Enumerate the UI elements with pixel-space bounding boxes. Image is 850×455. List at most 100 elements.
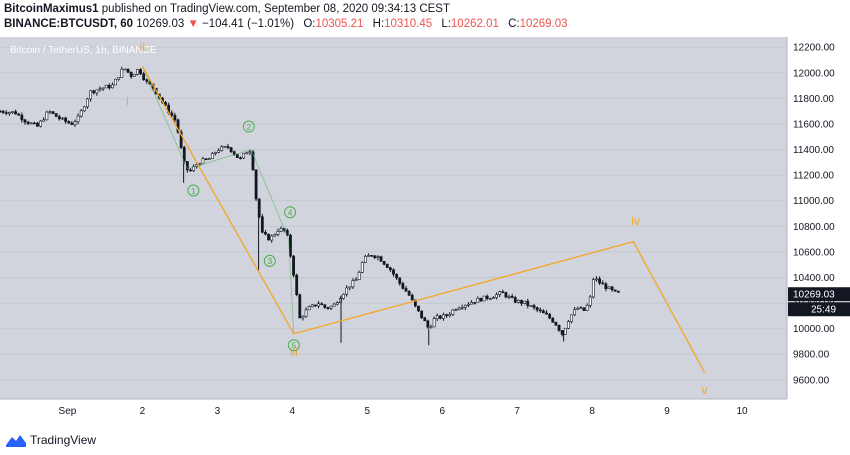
candle-body xyxy=(132,73,136,77)
candle-body xyxy=(551,317,555,323)
wave-label: i xyxy=(126,94,129,108)
candle-body xyxy=(595,278,598,281)
candle-body xyxy=(139,69,142,75)
high-label: H: xyxy=(372,18,385,30)
candle-body xyxy=(563,327,567,335)
candle-body xyxy=(376,256,380,258)
candle-body xyxy=(467,303,470,306)
candle-body xyxy=(1,110,5,113)
plot-area[interactable] xyxy=(0,37,787,399)
candle-body xyxy=(273,234,277,237)
wave-label: iii xyxy=(290,345,298,359)
candle-body xyxy=(413,299,417,307)
candle-body xyxy=(357,272,361,281)
candle-body xyxy=(76,115,80,123)
candle-body xyxy=(254,169,258,200)
candle-body xyxy=(145,79,149,82)
footer: TradingView xyxy=(6,431,96,449)
time-axis-bg[interactable] xyxy=(0,399,850,428)
candle-body xyxy=(566,321,570,329)
candle-body xyxy=(507,296,511,298)
time-axis[interactable]: Sep 2 3 4 5 6 7 8 9 10 xyxy=(0,398,850,428)
candle-body xyxy=(189,169,192,172)
price-axis-bg[interactable] xyxy=(787,37,850,399)
candle-body xyxy=(20,114,24,121)
candle-body xyxy=(276,231,280,235)
candle-body xyxy=(370,255,374,257)
publish-line: BitcoinMaximus1 published on TradingView… xyxy=(4,2,450,16)
candle-body xyxy=(214,151,217,154)
candle-body xyxy=(448,314,452,317)
x-tick-label: 6 xyxy=(439,406,445,417)
candle-body xyxy=(520,300,523,304)
candle-body xyxy=(223,146,227,148)
candle-body xyxy=(410,294,414,301)
candle-body xyxy=(51,111,55,114)
candle-body xyxy=(226,146,230,148)
candle-body xyxy=(329,305,333,309)
candle-body xyxy=(32,122,36,125)
candle-body xyxy=(26,121,30,124)
candle-body xyxy=(348,286,352,289)
candle-body xyxy=(242,152,245,159)
candle-body xyxy=(89,90,92,100)
candle-body xyxy=(513,297,517,303)
candle-body xyxy=(292,255,295,276)
candle-body xyxy=(463,304,467,308)
candle-body xyxy=(591,279,595,298)
y-tick-label: 10400.00 xyxy=(793,273,835,284)
candle-body xyxy=(39,120,42,127)
low-value: 10262.01 xyxy=(450,18,499,30)
candle-body xyxy=(204,158,208,161)
close-value: 10269.03 xyxy=(519,18,568,30)
candle-body xyxy=(86,98,89,108)
candle-body xyxy=(210,153,214,159)
candle-body xyxy=(136,69,139,75)
author-name[interactable]: BitcoinMaximus1 xyxy=(4,3,99,15)
x-tick-label: 3 xyxy=(215,406,221,417)
candle-body xyxy=(420,310,424,319)
candle-body xyxy=(7,112,11,114)
tradingview-logo-icon[interactable] xyxy=(6,433,26,447)
candle-body xyxy=(429,326,433,329)
candle-body xyxy=(407,290,411,296)
grid xyxy=(0,46,787,381)
candle-body xyxy=(126,68,130,73)
candle-body xyxy=(92,90,96,94)
candle-body xyxy=(510,296,514,298)
candle-body xyxy=(485,295,489,300)
candle-body xyxy=(323,304,327,308)
candle-body xyxy=(298,294,302,319)
candle-body xyxy=(104,85,108,89)
candle-body xyxy=(79,110,83,117)
x-tick-label: 8 xyxy=(589,406,595,417)
candle-body xyxy=(476,297,480,303)
candle-body xyxy=(64,117,67,122)
x-tick-label: 9 xyxy=(664,406,670,417)
candle-body xyxy=(545,312,548,315)
symbol-line: BINANCE:BTCUSDT, 60 10269.03 ▼ −104.41 (… xyxy=(4,17,568,31)
price-chart[interactable]: Bitcoin / TetherUS, 1h, BINANCE iiiiiiiv… xyxy=(0,37,850,428)
symbol-label: BINANCE:BTCUSDT, 60 xyxy=(4,18,134,30)
y-tick-label: 12000.00 xyxy=(793,68,835,79)
candle-body xyxy=(457,307,461,310)
candle-body xyxy=(523,300,527,304)
candle-body xyxy=(598,278,602,284)
published-text: published on TradingView.com, September … xyxy=(101,3,450,15)
candle-body xyxy=(326,307,330,309)
candle-body xyxy=(473,302,477,304)
open-value: 10305.21 xyxy=(315,18,364,30)
subwave-label-circle xyxy=(242,120,255,133)
y-tick-label: 11000.00 xyxy=(793,196,834,207)
candle-body xyxy=(239,157,242,159)
wave-label: ii xyxy=(140,40,145,54)
price-change: −104.41 (−1.01%) xyxy=(202,18,295,30)
candle-body xyxy=(388,267,392,271)
candle-body xyxy=(573,309,577,316)
wave-line xyxy=(141,66,706,373)
x-tick-label: 10 xyxy=(736,406,748,417)
candle-body xyxy=(36,122,39,127)
price-axis[interactable]: 9600.009800.0010000.0010200.0010400.0010… xyxy=(786,37,850,399)
candle-body xyxy=(607,286,611,289)
candle-body xyxy=(492,297,495,299)
